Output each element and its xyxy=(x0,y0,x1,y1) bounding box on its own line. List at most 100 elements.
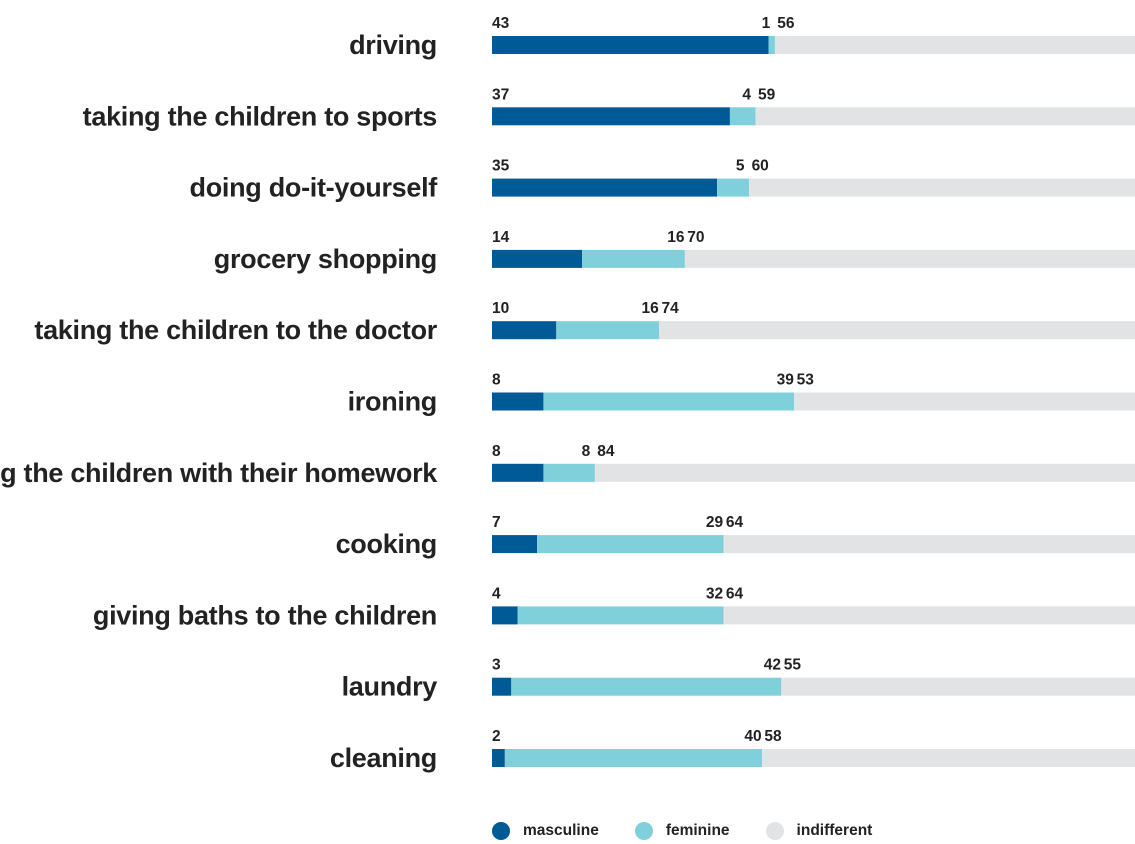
bar-feminine xyxy=(556,321,660,340)
chart-row: cooking 7 29 64 xyxy=(336,514,1135,559)
category-label: cleaning xyxy=(330,743,437,773)
legend-item-indifferent: indifferent xyxy=(765,822,873,840)
value-label-feminine: 1 xyxy=(762,15,771,32)
chart-row: giving baths to the children 4 32 64 xyxy=(93,585,1135,630)
value-label-masculine: 4 xyxy=(492,585,501,602)
bar-indifferent xyxy=(794,392,1135,411)
bar-indifferent xyxy=(594,463,1135,482)
bar-masculine xyxy=(492,107,730,126)
value-label-indifferent: 60 xyxy=(752,158,769,175)
chart-row: ironing 8 39 53 xyxy=(348,372,1135,417)
value-label-masculine: 8 xyxy=(492,372,501,389)
category-label: taking the children to the doctor xyxy=(34,315,437,345)
legend-swatch-masculine xyxy=(492,822,510,840)
bar-indifferent xyxy=(755,107,1135,126)
value-label-feminine: 4 xyxy=(742,86,751,103)
bar-indifferent xyxy=(762,749,1135,767)
value-label-indifferent: 53 xyxy=(797,372,815,389)
value-label-feminine: 16 xyxy=(667,229,685,246)
bar-feminine xyxy=(729,107,756,126)
category-label: helping the children with their homework xyxy=(0,458,438,488)
value-label-feminine: 32 xyxy=(706,585,723,602)
bar-masculine xyxy=(492,249,583,268)
category-label: laundry xyxy=(342,672,438,702)
legend-label-indifferent: indifferent xyxy=(796,822,873,839)
legend-swatch-feminine xyxy=(634,822,653,840)
chart-row: taking the children to the doctor 10 16 74 xyxy=(34,300,1135,345)
category-label: driving xyxy=(349,30,437,60)
value-label-indifferent: 56 xyxy=(777,15,795,32)
value-label-indifferent: 84 xyxy=(597,443,615,460)
bar-indifferent xyxy=(774,36,1135,54)
value-label-feminine: 8 xyxy=(582,443,591,460)
value-label-feminine: 39 xyxy=(777,372,795,389)
value-label-feminine: 16 xyxy=(642,300,660,317)
bar-masculine xyxy=(492,677,512,696)
value-label-masculine: 8 xyxy=(492,443,501,460)
chart-row: cleaning 2 40 58 xyxy=(330,728,1135,773)
bar-feminine xyxy=(511,677,782,696)
value-label-feminine: 42 xyxy=(764,657,781,674)
value-label-indifferent: 70 xyxy=(687,229,704,246)
bar-indifferent xyxy=(723,535,1135,554)
bar-masculine xyxy=(492,392,544,411)
legend-item-masculine: masculine xyxy=(492,822,599,840)
bar-masculine xyxy=(492,749,505,767)
value-label-indifferent: 64 xyxy=(726,585,744,602)
bar-masculine xyxy=(492,606,518,625)
bar-indifferent xyxy=(659,321,1135,340)
bar-feminine xyxy=(537,535,724,554)
value-label-masculine: 7 xyxy=(492,514,501,531)
bar-masculine xyxy=(492,463,544,482)
value-label-indifferent: 55 xyxy=(784,657,802,674)
value-label-indifferent: 58 xyxy=(764,728,782,745)
bar-feminine xyxy=(504,749,763,767)
bar-feminine xyxy=(582,249,685,268)
bar-indifferent xyxy=(749,178,1135,197)
value-label-masculine: 43 xyxy=(492,15,510,32)
value-label-feminine: 5 xyxy=(736,158,745,175)
category-label: giving baths to the children xyxy=(93,600,437,630)
category-label: doing do-it-yourself xyxy=(190,173,439,203)
category-label: ironing xyxy=(348,387,437,417)
bar-indifferent xyxy=(684,249,1135,268)
value-label-masculine: 37 xyxy=(492,86,509,103)
legend-label-feminine: feminine xyxy=(665,822,730,839)
bar-indifferent xyxy=(723,606,1135,625)
category-label: taking the children to sports xyxy=(83,101,437,131)
value-label-masculine: 2 xyxy=(492,728,501,745)
bar-feminine xyxy=(543,463,595,482)
legend-swatch-indifferent xyxy=(765,822,784,840)
bar-feminine xyxy=(543,392,795,411)
chart-row: laundry 3 42 55 xyxy=(342,657,1135,702)
value-label-indifferent: 74 xyxy=(662,300,680,317)
value-label-indifferent: 64 xyxy=(726,514,744,531)
value-label-indifferent: 59 xyxy=(758,86,776,103)
legend: masculine feminine indifferent xyxy=(492,818,908,844)
bar-feminine xyxy=(517,606,724,625)
category-label: grocery shopping xyxy=(214,244,437,274)
chart-row: doing do-it-yourself 35 5 60 xyxy=(190,158,1135,203)
bar-masculine xyxy=(492,36,769,54)
chart-row: taking the children to sports 37 4 59 xyxy=(83,86,1135,131)
bar-masculine xyxy=(492,535,538,554)
value-label-feminine: 29 xyxy=(706,514,724,531)
value-label-masculine: 14 xyxy=(492,229,510,246)
bar-feminine xyxy=(717,178,750,197)
bar-indifferent xyxy=(781,677,1135,696)
chart-row: driving 43 1 56 xyxy=(349,15,1135,60)
chart-row: helping the children with their homework… xyxy=(0,443,1135,488)
chart-row: grocery shopping 14 16 70 xyxy=(214,229,1135,274)
value-label-masculine: 10 xyxy=(492,300,509,317)
value-label-masculine: 3 xyxy=(492,657,501,674)
value-label-masculine: 35 xyxy=(492,158,510,175)
value-label-feminine: 40 xyxy=(744,728,761,745)
legend-item-feminine: feminine xyxy=(634,822,730,840)
legend-label-masculine: masculine xyxy=(523,822,599,839)
bar-masculine xyxy=(492,321,557,340)
bar-feminine xyxy=(768,36,775,54)
bar-masculine xyxy=(492,178,718,197)
category-label: cooking xyxy=(336,529,437,559)
